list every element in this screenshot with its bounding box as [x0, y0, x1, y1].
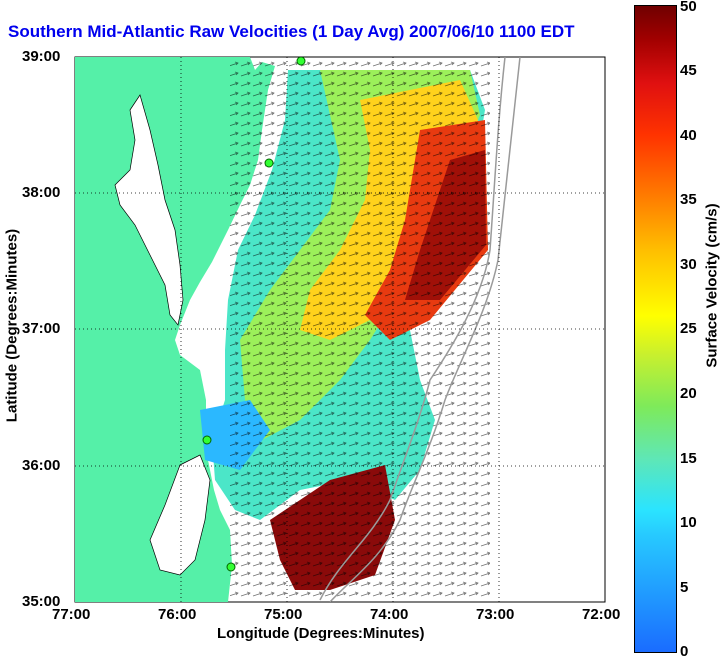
x-tick-label: 73:00: [476, 606, 515, 623]
radar-site-marker: [264, 158, 274, 168]
chesapeake-bay: [114, 94, 184, 326]
grid-lines: [75, 57, 605, 602]
y-tick-label: 38:00: [22, 184, 61, 201]
radar-site-marker: [202, 435, 212, 445]
colorbar-tick: 10: [680, 514, 697, 531]
x-tick-label: 75:00: [264, 606, 303, 623]
colorbar-tick: 15: [680, 450, 697, 467]
y-tick-label: 39:00: [22, 48, 61, 65]
colorbar: [634, 5, 677, 653]
y-tick-label: 37:00: [22, 320, 61, 337]
colorbar-tick: 30: [680, 256, 697, 273]
x-tick-label: 72:00: [582, 606, 621, 623]
radar-site-marker: [226, 562, 236, 572]
colorbar-tick: 25: [680, 320, 697, 337]
x-axis-label: Longitude (Degrees:Minutes): [217, 625, 425, 642]
colorbar-tick: 0: [680, 643, 689, 660]
colorbar-label: Surface Velocity (cm/s): [703, 203, 721, 368]
colorbar-tick: 40: [680, 127, 697, 144]
y-axis-label: Latitude (Degrees:Minutes): [3, 228, 21, 423]
y-tick-label: 36:00: [22, 457, 61, 474]
x-tick-label: 74:00: [370, 606, 409, 623]
radar-site-marker: [296, 57, 306, 66]
title-occluder: [598, 18, 634, 48]
colorbar-tick: 35: [680, 191, 697, 208]
velocity-arrows: [230, 57, 490, 602]
map-title: Southern Mid-Atlantic Raw Velocities (1 …: [8, 22, 575, 41]
x-tick-label: 77:00: [52, 606, 91, 623]
colorbar-tick: 5: [680, 579, 689, 596]
y-tick-label: 35:00: [22, 593, 61, 610]
shelf-contour: [329, 57, 521, 602]
shelf-contour: [319, 57, 506, 601]
x-tick-label: 76:00: [158, 606, 197, 623]
colorbar-tick: 20: [680, 385, 697, 402]
colorbar-tick: 45: [680, 62, 697, 79]
colorbar-tick: 50: [680, 0, 697, 15]
sound-water: [149, 454, 211, 576]
